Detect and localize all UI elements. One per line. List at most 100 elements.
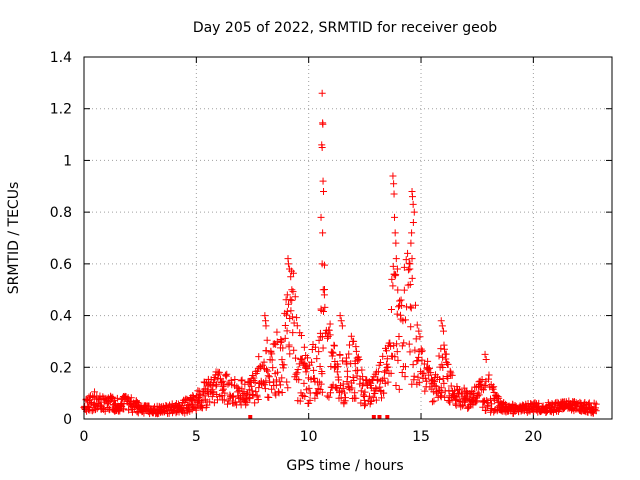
data-point (387, 342, 395, 350)
data-point (285, 341, 293, 349)
data-point (223, 370, 231, 378)
data-point (318, 367, 326, 375)
data-point (388, 275, 396, 283)
data-point (284, 260, 292, 268)
data-point (387, 306, 395, 314)
x-tick-label: 5 (192, 429, 201, 445)
data-point (91, 388, 99, 396)
data-point (287, 273, 295, 281)
data-point (345, 350, 353, 358)
data-point (213, 381, 221, 389)
data-point (325, 393, 333, 401)
data-point (326, 331, 334, 339)
data-point (292, 370, 300, 378)
data-point (308, 358, 316, 366)
data-point (335, 376, 343, 384)
data-point (392, 239, 400, 247)
data-point (291, 293, 299, 301)
data-point (474, 389, 482, 397)
data-point (284, 384, 292, 392)
x-tick-label: 10 (300, 429, 318, 445)
data-point (340, 398, 348, 406)
data-point (391, 353, 399, 361)
data-point (246, 395, 254, 403)
data-point (341, 389, 349, 397)
data-point (393, 348, 401, 356)
data-point (354, 357, 362, 365)
data-point (350, 337, 358, 345)
data-point (85, 393, 93, 401)
data-point (251, 378, 259, 386)
data-point (406, 303, 414, 311)
y-tick-label: 1.4 (50, 50, 72, 66)
data-point (474, 392, 482, 400)
data-point (447, 382, 455, 390)
data-point (392, 271, 400, 279)
chart-title: Day 205 of 2022, SRMTID for receiver geo… (193, 20, 497, 36)
data-point (278, 356, 286, 364)
data-point (89, 393, 97, 401)
data-point (352, 347, 360, 355)
data-point (428, 398, 436, 406)
data-point (391, 229, 399, 237)
data-point (262, 347, 270, 355)
data-point (389, 262, 397, 270)
data-point (384, 378, 392, 386)
data-point (405, 340, 413, 348)
data-point (320, 291, 328, 299)
data-point (224, 400, 232, 408)
data-point (289, 329, 297, 337)
y-axis-label: SRMTID / TECUs (6, 182, 22, 295)
data-point (395, 385, 403, 393)
data-point (417, 348, 425, 356)
data-point (268, 350, 276, 358)
data-point (336, 351, 344, 359)
data-point (418, 347, 426, 355)
data-point (398, 301, 406, 309)
data-point (319, 229, 327, 237)
data-point (195, 393, 203, 401)
data-point (437, 345, 445, 353)
data-point (430, 397, 438, 405)
zero-marker (377, 415, 382, 419)
data-point (206, 398, 214, 406)
data-point (261, 312, 269, 320)
data-point (464, 404, 472, 412)
data-point (101, 407, 109, 415)
data-point (288, 313, 296, 321)
data-point (383, 355, 391, 363)
data-point (389, 172, 397, 180)
data-point (210, 389, 218, 397)
data-point (330, 364, 338, 372)
data-point (252, 388, 260, 396)
data-point (406, 265, 414, 273)
data-point (437, 317, 445, 325)
data-point (318, 388, 326, 396)
data-point (267, 348, 275, 356)
data-point (283, 291, 291, 299)
data-point (397, 296, 405, 304)
data-point (302, 368, 310, 376)
data-point (336, 312, 344, 320)
data-point (278, 374, 286, 382)
data-point (452, 401, 460, 409)
data-point (487, 395, 495, 403)
data-point (315, 336, 323, 344)
data-point (268, 356, 276, 364)
data-point (283, 327, 291, 335)
data-point (358, 366, 366, 374)
data-point (366, 392, 374, 400)
data-point (393, 265, 401, 273)
data-point (264, 367, 272, 375)
data-point (220, 396, 228, 404)
data-point (408, 274, 416, 282)
data-point (339, 384, 347, 392)
data-point (297, 331, 305, 339)
data-point (265, 394, 273, 402)
data-point (393, 340, 401, 348)
data-point (444, 360, 452, 368)
data-point (317, 306, 325, 314)
data-point (338, 322, 346, 330)
data-point (254, 395, 262, 403)
data-point (305, 399, 313, 407)
